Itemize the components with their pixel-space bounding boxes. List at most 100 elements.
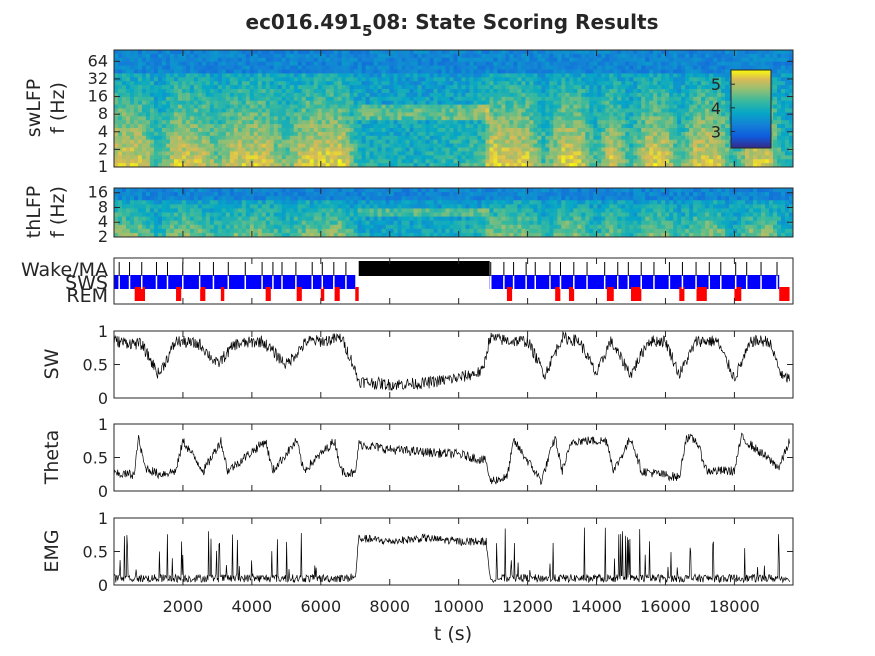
- spectrogram-cell: [117, 124, 123, 129]
- spectrogram-cell: [689, 92, 694, 98]
- spectrogram-cell: [189, 89, 195, 94]
- spectrogram-cell: [681, 100, 686, 105]
- spectrogram-cell: [313, 57, 319, 63]
- spectrogram-cell: [469, 159, 474, 164]
- spectrogram-cell: [221, 77, 227, 82]
- spectrogram-cell: [309, 163, 315, 168]
- spectrogram-cell: [561, 65, 566, 70]
- spectrogram-cell: [649, 159, 654, 164]
- spectrogram-cell: [329, 77, 335, 82]
- spectrogram-cell: [713, 57, 718, 63]
- spectrogram-cell: [273, 155, 279, 160]
- spectrogram-cell: [233, 116, 239, 121]
- spectrogram-cell: [413, 112, 418, 117]
- spectrogram-cell: [717, 89, 722, 94]
- spectrogram-cell: [373, 65, 379, 70]
- spectrogram-cell: [673, 155, 678, 160]
- spectrogram-cell: [285, 77, 291, 82]
- spectrogram-cell: [197, 163, 203, 168]
- spectrogram-cell: [441, 116, 446, 121]
- spectrogram-cell: [341, 77, 347, 82]
- spectrogram-cell: [697, 116, 702, 121]
- spectrogram-cell: [429, 143, 434, 148]
- spectrogram-cell: [397, 120, 402, 125]
- spectrogram-cell: [529, 96, 534, 102]
- spectrogram-cell: [621, 104, 626, 109]
- spectrogram-cell: [665, 96, 670, 102]
- spectrogram-cell: [289, 89, 295, 94]
- spectrogram-cell: [597, 151, 602, 156]
- spectrogram-cell: [633, 124, 638, 129]
- spectrogram-cell: [629, 77, 634, 82]
- spectrogram-cell: [317, 65, 323, 70]
- spectrogram-cell: [541, 77, 546, 82]
- spectrogram-cell: [509, 85, 514, 90]
- spectrogram-cell: [469, 57, 474, 63]
- spectrogram-cell: [425, 81, 430, 86]
- spectrogram-cell: [253, 131, 259, 137]
- spectrogram-cell: [189, 163, 195, 168]
- spectrogram-cell: [633, 57, 638, 63]
- spectrogram-cell: [157, 116, 163, 121]
- spectrogram-cell: [433, 155, 438, 160]
- spectrogram-cell: [253, 96, 259, 102]
- spectrogram-cell: [521, 128, 526, 133]
- spectrogram-cell: [337, 57, 343, 63]
- spectrogram-cell: [337, 104, 343, 109]
- spectrogram-cell: [725, 120, 730, 125]
- spectrogram-cell: [341, 53, 347, 59]
- spectrogram-cell: [769, 155, 774, 160]
- spectrogram-cell: [469, 147, 474, 152]
- spectrogram-cell: [437, 92, 442, 98]
- spectrogram-cell: [137, 96, 143, 102]
- spectrogram-cell: [477, 57, 482, 63]
- spectrogram-cell: [221, 81, 227, 86]
- spectrogram-cell: [501, 89, 506, 94]
- spectrogram-cell: [745, 57, 750, 63]
- spectrogram-cell: [369, 143, 375, 148]
- spectrogram-cell: [685, 108, 690, 113]
- spectrogram-cell: [421, 92, 426, 98]
- spectrogram-cell: [305, 57, 311, 63]
- spectrogram-cell: [177, 100, 183, 105]
- spectrogram-cell: [465, 163, 470, 168]
- spectrogram-cell: [193, 112, 199, 117]
- spectrogram-cell: [601, 69, 606, 74]
- spectrogram-cell: [457, 143, 462, 148]
- spectrogram-cell: [197, 159, 203, 164]
- spectrogram-cell: [573, 100, 578, 105]
- spectrogram-cell: [229, 50, 235, 55]
- spectrogram-cell: [381, 92, 386, 98]
- spectrogram-cell: [713, 73, 718, 78]
- spectrogram-cell: [469, 69, 474, 74]
- spectrogram-cell: [189, 124, 195, 129]
- spectrogram-cell: [401, 151, 406, 156]
- spectrogram-cell: [345, 92, 351, 98]
- spectrogram-cell: [125, 139, 131, 144]
- spectrogram-cell: [581, 61, 586, 66]
- spectrogram-cell: [565, 89, 570, 94]
- spectrogram-cell: [681, 92, 686, 98]
- spectrogram-cell: [329, 116, 335, 121]
- spectrogram-cell: [477, 108, 482, 113]
- spectrogram-cell: [589, 112, 594, 117]
- spectrogram-cell: [233, 61, 239, 66]
- spectrogram-cell: [297, 108, 303, 113]
- spectrogram-cell: [585, 159, 590, 164]
- spectrogram-cell: [133, 128, 139, 133]
- spectrogram-cell: [613, 116, 618, 121]
- spectrogram-cell: [545, 100, 550, 105]
- spectrogram-cell: [197, 104, 203, 109]
- spectrogram-cell: [409, 61, 414, 66]
- spectrogram-cell: [277, 96, 283, 102]
- spectrogram-cell: [385, 128, 390, 133]
- spectrogram-cell: [445, 77, 450, 82]
- spectrogram-cell: [637, 116, 642, 121]
- spectrogram-cell: [709, 77, 714, 82]
- spectrogram-cell: [565, 135, 570, 141]
- spectrogram-cell: [237, 131, 243, 137]
- spectrogram-cell: [501, 77, 506, 82]
- spectrogram-cell: [729, 57, 734, 63]
- spectrogram-cell: [505, 112, 510, 117]
- spectrogram-cell: [145, 89, 151, 94]
